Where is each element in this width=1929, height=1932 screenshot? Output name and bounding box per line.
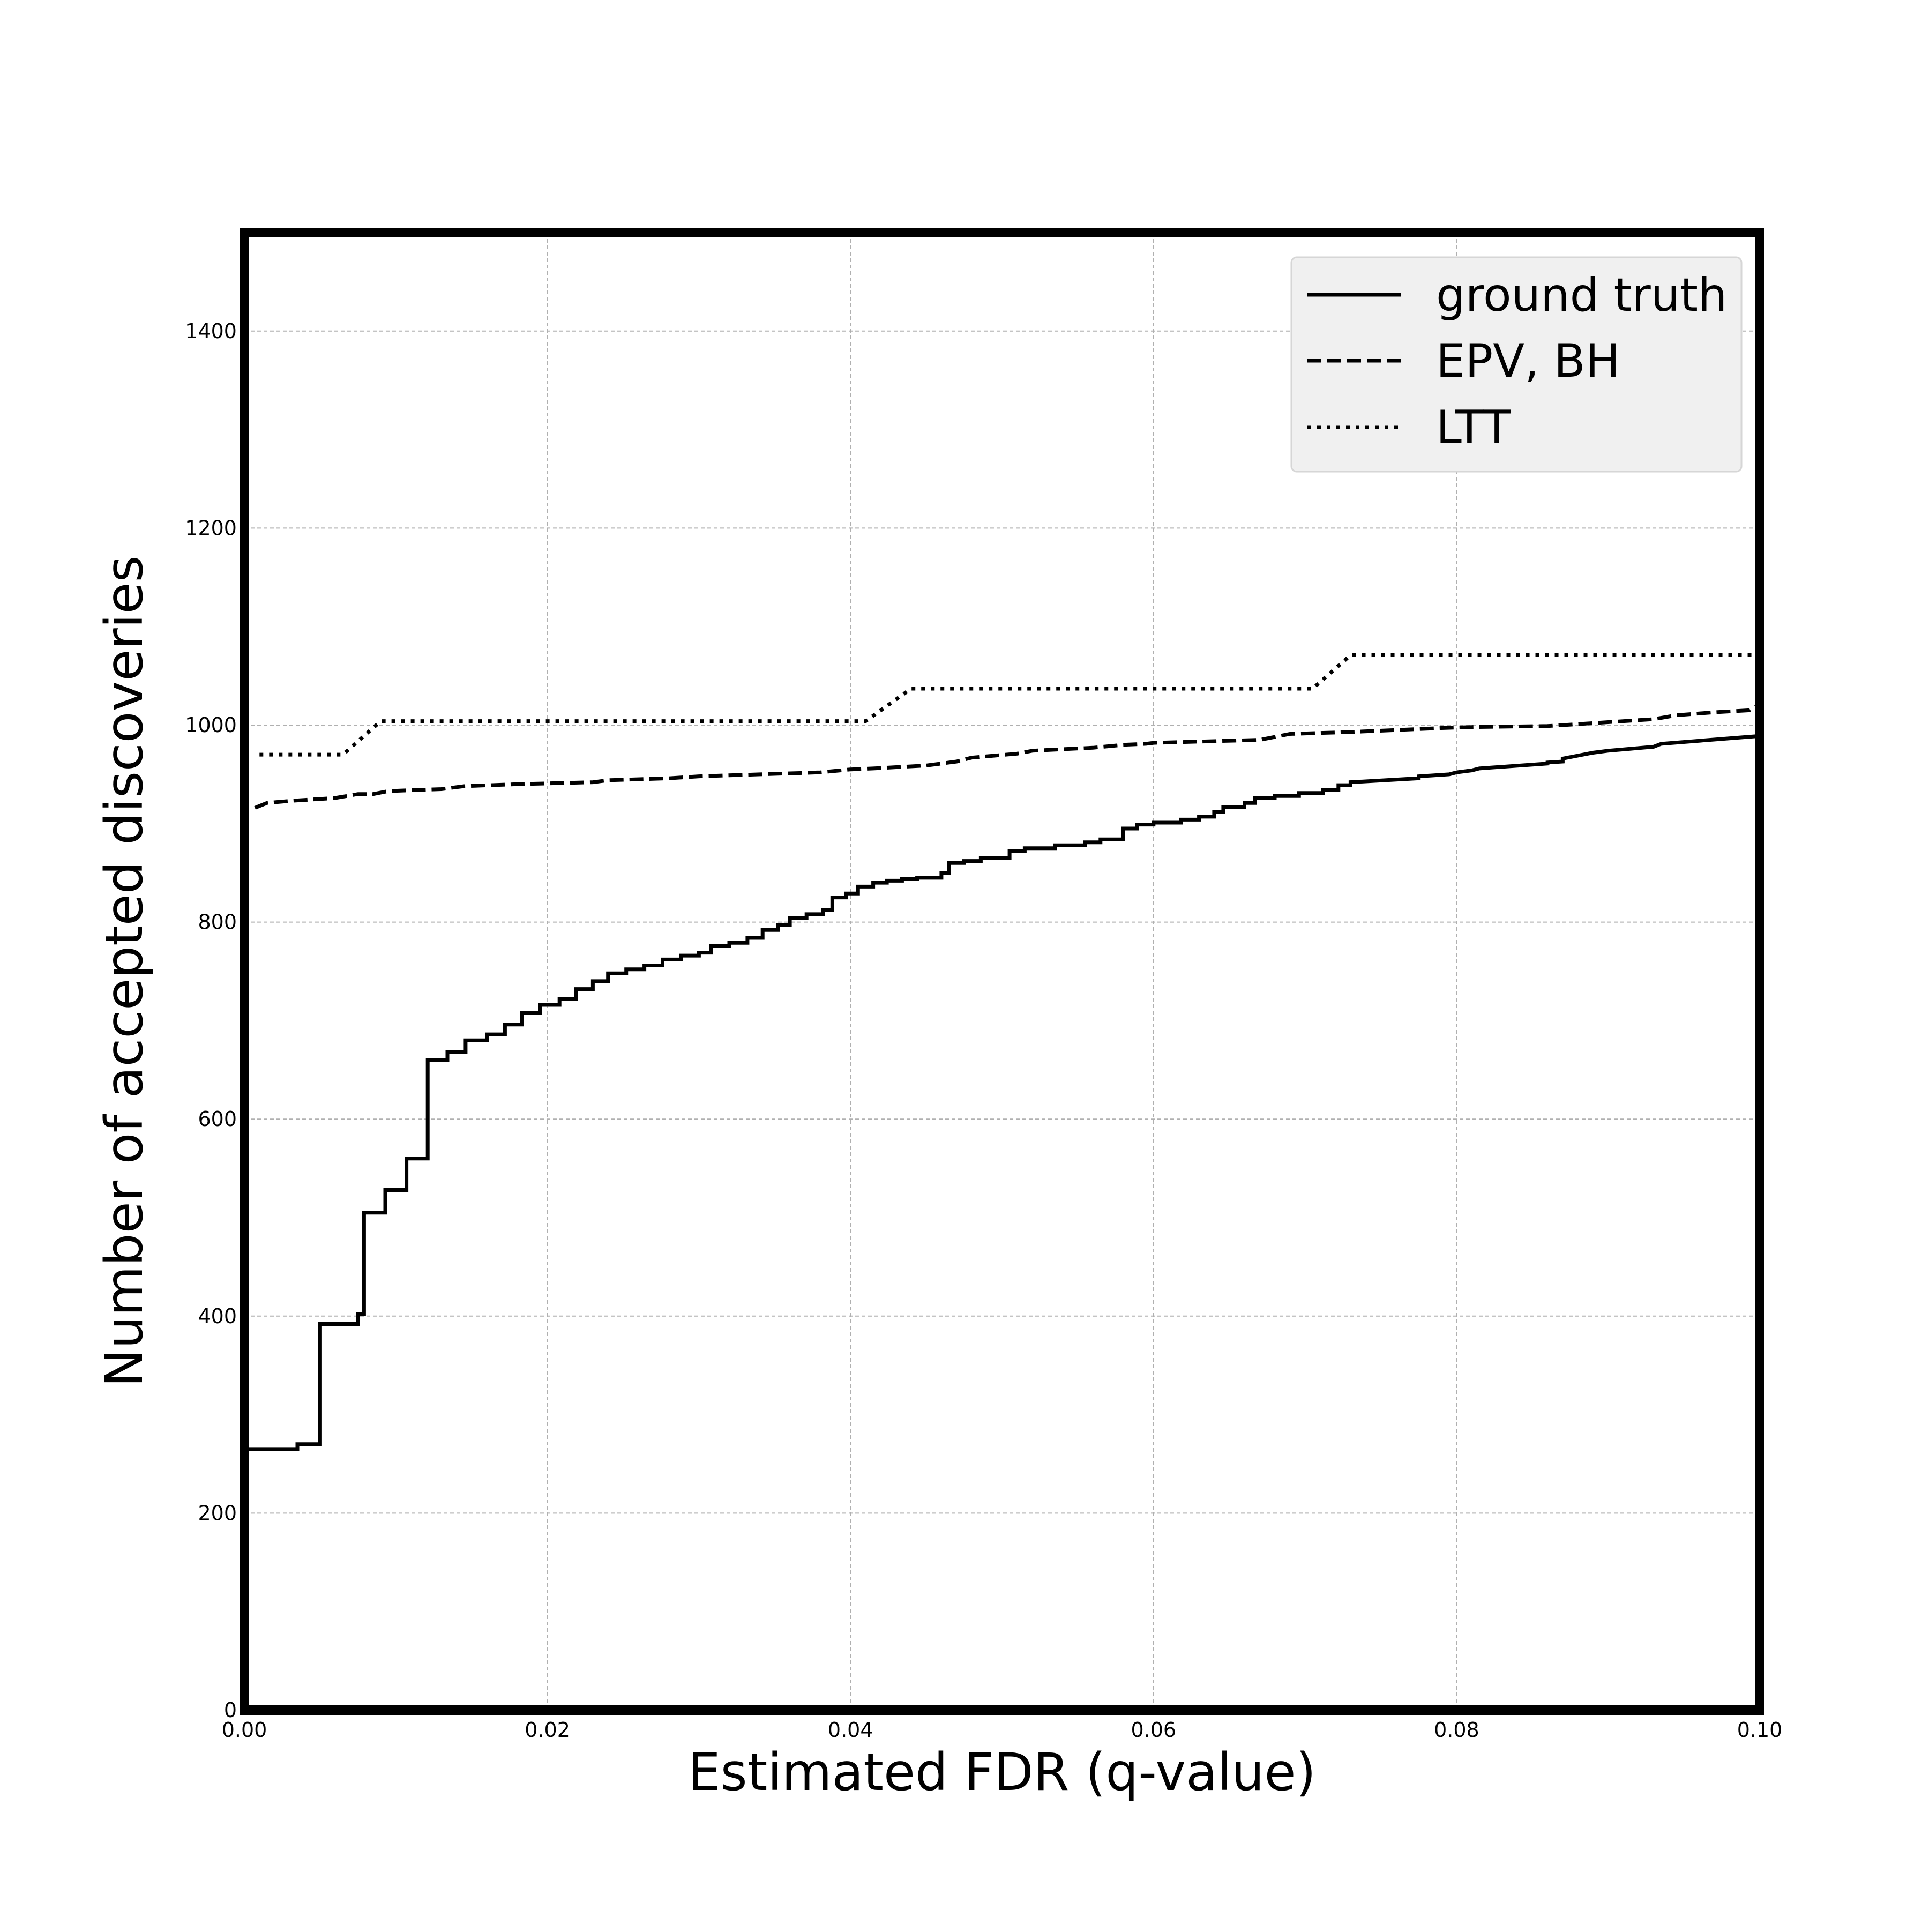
y-tick-label: 1000	[185, 713, 237, 737]
y-axis-label: Number of accepted discoveries	[94, 556, 154, 1388]
x-tick-label: 0.02	[525, 1718, 570, 1742]
legend-box	[1290, 256, 1743, 473]
y-tick-label: 400	[198, 1304, 237, 1328]
legend-label-ltt: LTT	[1436, 401, 1511, 454]
y-tick-label: 200	[198, 1501, 237, 1525]
legend-label-ground-truth: ground truth	[1436, 268, 1727, 322]
legend: ground truth EPV, BH LTT	[1290, 256, 1743, 473]
series-lines	[242, 653, 1761, 1710]
x-tick-label: 0.00	[222, 1718, 267, 1742]
legend-label-epv-bh: EPV, BH	[1436, 334, 1620, 388]
y-tick-label: 1200	[185, 516, 237, 540]
plot-frame	[240, 228, 1764, 1715]
x-tick-label: 0.08	[1434, 1718, 1479, 1742]
tick-labels: 0.00 0.02 0.04 0.06 0.08 0.10 0 200 400 600 800 100…	[185, 319, 1782, 1742]
y-tick-label: 600	[198, 1107, 237, 1131]
x-tick-label: 0.06	[1131, 1718, 1176, 1742]
x-axis-label: Estimated FDR (q-value)	[688, 1742, 1316, 1802]
y-tick-label: 1400	[185, 319, 237, 343]
series-line-ltt	[259, 653, 1760, 757]
y-tick-label: 0	[224, 1698, 237, 1722]
y-tick-label: 800	[198, 911, 237, 934]
series-line-ground-truth	[242, 734, 1760, 1710]
x-tick-label: 0.04	[828, 1718, 873, 1742]
series-line-epv-bh	[254, 703, 1761, 810]
x-tick-label: 0.10	[1737, 1718, 1783, 1742]
